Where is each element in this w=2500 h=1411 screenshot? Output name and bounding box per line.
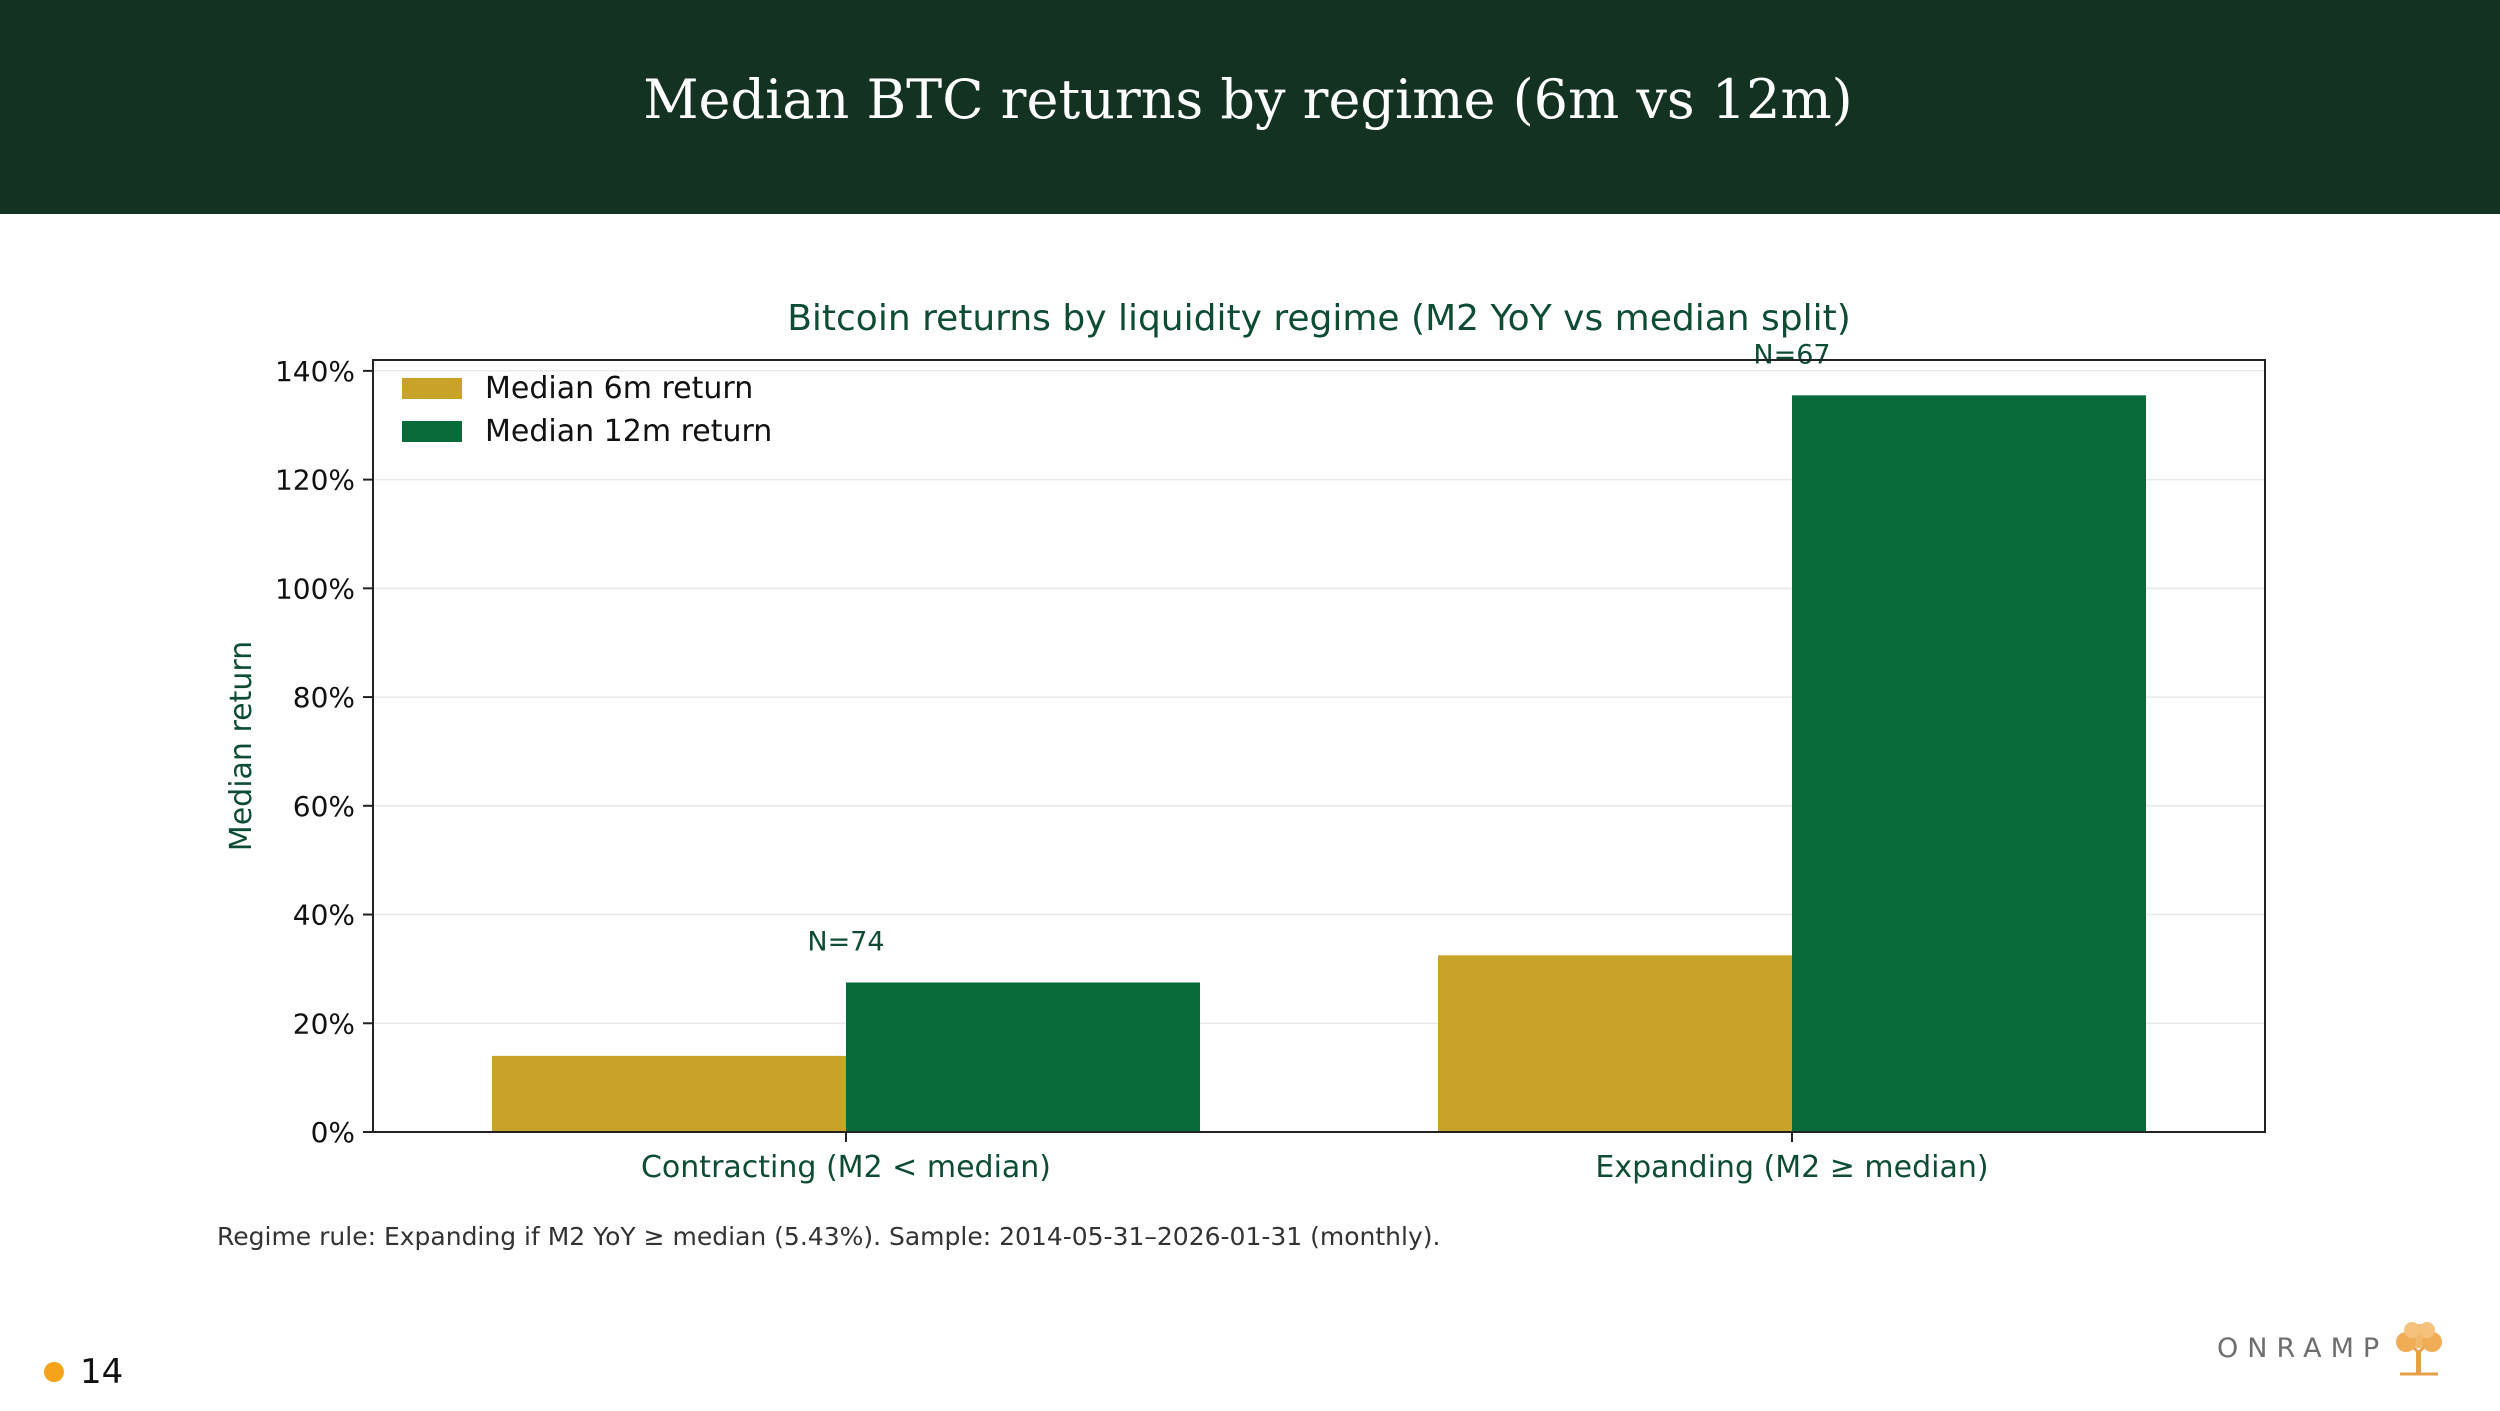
- plot-frame: [372, 359, 2266, 1133]
- y-tick-label: 60%: [293, 790, 355, 823]
- y-tick-label: 0%: [311, 1116, 355, 1149]
- legend-swatch: [402, 421, 462, 442]
- x-tick-label: Expanding (M2 ≥ median): [1595, 1150, 1988, 1185]
- x-tick-label: Contracting (M2 < median): [641, 1150, 1051, 1185]
- y-tick-label: 100%: [275, 572, 355, 605]
- y-axis-label: Median return: [224, 641, 259, 851]
- y-tick-label: 80%: [293, 681, 355, 714]
- chart-title: Bitcoin returns by liquidity regime (M2 …: [787, 298, 1851, 339]
- y-tick-label: 20%: [293, 1007, 355, 1040]
- footnote: Regime rule: Expanding if M2 YoY ≥ media…: [217, 1222, 1441, 1251]
- bar-chart: 0% 20% 40% 60% 80% 100% 120% 140% N=74 Contractin…: [224, 298, 2266, 1185]
- bar-6m-expanding: [1438, 955, 1792, 1132]
- slide-title: Median BTC returns by regime (6m vs 12m): [643, 67, 1853, 131]
- brand-name: ONRAMP: [2217, 1332, 2389, 1364]
- bar-annotation: N=67: [1753, 339, 1830, 370]
- slide-header: Median BTC returns by regime (6m vs 12m): [0, 0, 2500, 214]
- bar-12m-contracting: [846, 982, 1200, 1132]
- tree-icon: [2396, 1322, 2443, 1376]
- legend-label: Median 6m return: [485, 371, 753, 406]
- bar-annotation: N=74: [807, 926, 884, 957]
- legend-label: Median 12m return: [485, 414, 772, 449]
- page-number: 14: [80, 1352, 124, 1392]
- bar-6m-contracting: [492, 1055, 846, 1132]
- page-dot-icon: [44, 1362, 64, 1382]
- y-tick-label: 40%: [293, 899, 355, 932]
- legend-swatch: [402, 378, 462, 399]
- bar-12m-expanding: [1792, 395, 2146, 1133]
- y-tick-label: 120%: [275, 464, 355, 497]
- y-tick-label: 140%: [275, 355, 355, 388]
- brand-logo: ONRAMP: [2217, 1320, 2450, 1376]
- page-indicator: 14: [44, 1352, 123, 1392]
